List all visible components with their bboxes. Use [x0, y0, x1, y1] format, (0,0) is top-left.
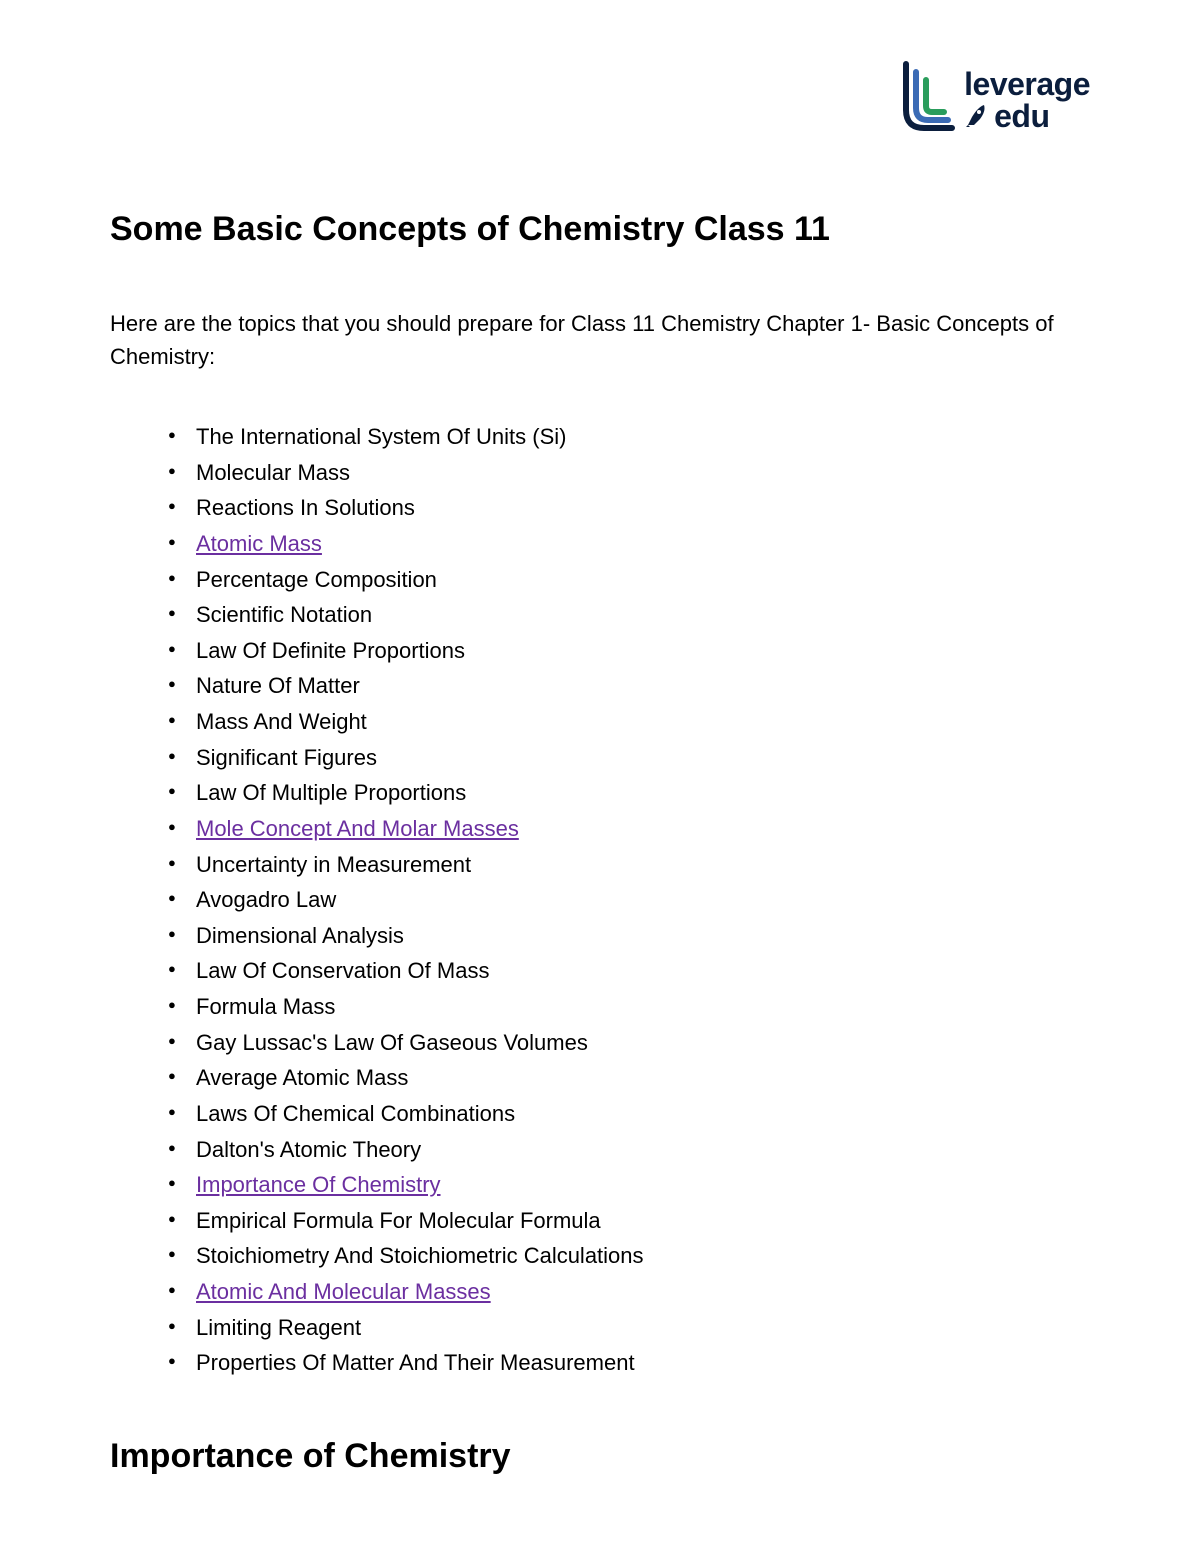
list-item[interactable]: Atomic Mass [168, 526, 1090, 562]
topic-text: Mass And Weight [196, 709, 367, 734]
topic-text: Avogadro Law [196, 887, 336, 912]
topic-text: Law Of Conservation Of Mass [196, 958, 489, 983]
topic-text: Law Of Multiple Proportions [196, 780, 466, 805]
list-item[interactable]: Atomic And Molecular Masses [168, 1274, 1090, 1310]
list-item: Stoichiometry And Stoichiometric Calcula… [168, 1238, 1090, 1274]
page-title: Some Basic Concepts of Chemistry Class 1… [110, 210, 1090, 249]
list-item: Laws Of Chemical Combinations [168, 1096, 1090, 1132]
logo-container: leverage edu [110, 60, 1090, 140]
list-item: The International System Of Units (Si) [168, 419, 1090, 455]
list-item: Mass And Weight [168, 704, 1090, 740]
topic-text: Dimensional Analysis [196, 923, 404, 948]
list-item: Limiting Reagent [168, 1310, 1090, 1346]
list-item: Law Of Definite Proportions [168, 633, 1090, 669]
topic-link[interactable]: Importance Of Chemistry [196, 1172, 441, 1197]
topic-text: Molecular Mass [196, 460, 350, 485]
topic-text: Limiting Reagent [196, 1315, 361, 1340]
topic-text: Law Of Definite Proportions [196, 638, 465, 663]
list-item: Reactions In Solutions [168, 490, 1090, 526]
list-item: Empirical Formula For Molecular Formula [168, 1203, 1090, 1239]
section-heading: Importance of Chemistry [110, 1437, 1090, 1476]
logo-text: leverage edu [964, 68, 1090, 132]
topic-link[interactable]: Atomic Mass [196, 531, 322, 556]
document-page: leverage edu Some Basic Concepts of Chem… [0, 0, 1200, 1556]
topic-text: Dalton's Atomic Theory [196, 1137, 421, 1162]
topic-text: Stoichiometry And Stoichiometric Calcula… [196, 1243, 644, 1268]
topic-text: Properties Of Matter And Their Measureme… [196, 1350, 635, 1375]
rocket-icon [964, 103, 990, 129]
list-item: Average Atomic Mass [168, 1060, 1090, 1096]
topic-text: Average Atomic Mass [196, 1065, 408, 1090]
logo-mark-icon [898, 60, 958, 140]
topic-link[interactable]: Mole Concept And Molar Masses [196, 816, 519, 841]
list-item: Law Of Conservation Of Mass [168, 953, 1090, 989]
topic-text: The International System Of Units (Si) [196, 424, 566, 449]
list-item[interactable]: Importance Of Chemistry [168, 1167, 1090, 1203]
list-item: Avogadro Law [168, 882, 1090, 918]
topic-text: Formula Mass [196, 994, 335, 1019]
topic-link[interactable]: Atomic And Molecular Masses [196, 1279, 491, 1304]
logo-line2: edu [994, 100, 1049, 132]
list-item: Scientific Notation [168, 597, 1090, 633]
list-item: Properties Of Matter And Their Measureme… [168, 1345, 1090, 1381]
intro-paragraph: Here are the topics that you should prep… [110, 307, 1090, 373]
logo-line1: leverage [964, 68, 1090, 100]
list-item: Law Of Multiple Proportions [168, 775, 1090, 811]
list-item: Nature Of Matter [168, 668, 1090, 704]
topic-text: Significant Figures [196, 745, 377, 770]
topic-text: Uncertainty in Measurement [196, 852, 471, 877]
topic-text: Empirical Formula For Molecular Formula [196, 1208, 601, 1233]
list-item[interactable]: Mole Concept And Molar Masses [168, 811, 1090, 847]
list-item: Formula Mass [168, 989, 1090, 1025]
topics-list: The International System Of Units (Si) Mo… [110, 419, 1090, 1381]
topic-text: Gay Lussac's Law Of Gaseous Volumes [196, 1030, 588, 1055]
topic-text: Nature Of Matter [196, 673, 360, 698]
list-item: Dimensional Analysis [168, 918, 1090, 954]
topic-text: Scientific Notation [196, 602, 372, 627]
brand-logo: leverage edu [898, 60, 1090, 140]
topic-text: Laws Of Chemical Combinations [196, 1101, 515, 1126]
list-item: Significant Figures [168, 740, 1090, 776]
topic-text: Percentage Composition [196, 567, 437, 592]
list-item: Uncertainty in Measurement [168, 847, 1090, 883]
list-item: Gay Lussac's Law Of Gaseous Volumes [168, 1025, 1090, 1061]
list-item: Dalton's Atomic Theory [168, 1132, 1090, 1168]
list-item: Molecular Mass [168, 455, 1090, 491]
list-item: Percentage Composition [168, 562, 1090, 598]
topic-text: Reactions In Solutions [196, 495, 415, 520]
